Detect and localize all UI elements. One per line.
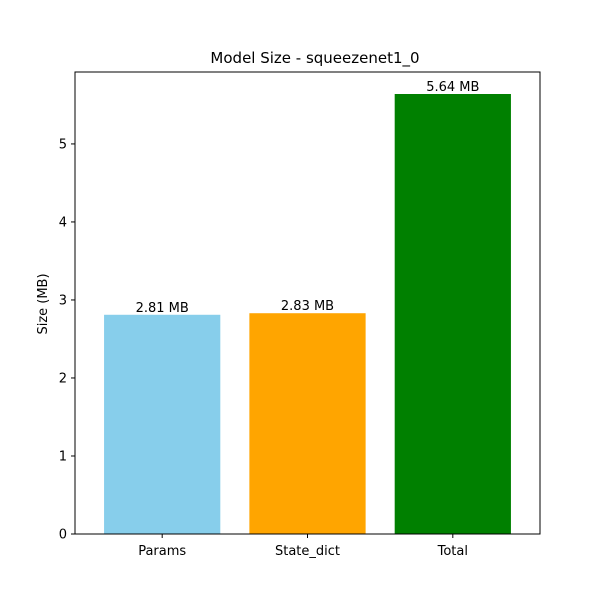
y-tick-label: 5 xyxy=(59,137,67,152)
x-tick-label: State_dict xyxy=(275,544,340,559)
bar-params xyxy=(104,314,221,534)
bar-value-label: 2.83 MB xyxy=(281,299,334,314)
plot-area: 2.81 MB 2.83 MB 5.64 MB 0 1 2 3 4 5 Params State_d… xyxy=(59,71,541,559)
y-tick-label: 1 xyxy=(59,449,67,464)
bar-value-label: 2.81 MB xyxy=(136,301,189,316)
x-tick-label: Params xyxy=(138,544,186,559)
x-tick-label: Total xyxy=(437,544,468,559)
bar-total xyxy=(394,94,511,534)
bar-state-dict xyxy=(249,313,366,534)
y-axis-label: Size (MB) xyxy=(36,273,51,334)
chart-title: Model Size - squeezenet1_0 xyxy=(210,49,419,68)
bar-value-label: 5.64 MB xyxy=(426,80,479,95)
y-tick-label: 2 xyxy=(59,371,67,386)
y-tick-label: 0 xyxy=(59,528,67,543)
y-tick-label: 3 xyxy=(59,293,67,308)
y-tick-label: 4 xyxy=(59,215,67,230)
